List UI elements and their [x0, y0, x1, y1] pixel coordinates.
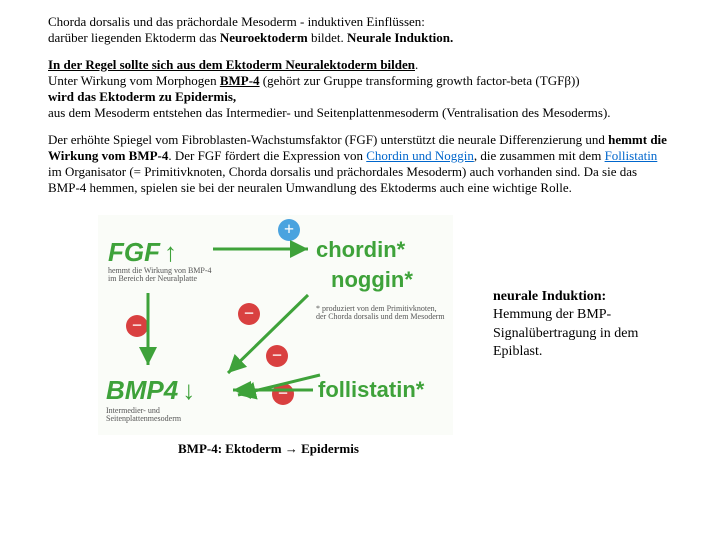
- paragraph-2: In der Regel sollte sich aus dem Ektoder…: [48, 57, 672, 122]
- signaling-diagram: FGF↑ hemmt die Wirkung von BMP-4 im Bere…: [98, 215, 453, 435]
- document-page: Chorda dorsalis und das prächordale Meso…: [0, 0, 720, 467]
- side-note: neurale Induktion: Hemmung der BMP-Signa…: [493, 288, 653, 361]
- figure-caption: BMP-4: Ektoderm → Epidermis: [178, 441, 672, 457]
- text: Epidermis: [298, 441, 359, 456]
- text: , die zusammen mit dem: [474, 148, 605, 163]
- text: bildet.: [308, 30, 347, 45]
- link-follistatin[interactable]: Follistatin: [605, 148, 658, 163]
- link-chordin-noggin[interactable]: Chordin und Noggin: [366, 148, 474, 163]
- text-bold: Neuroektoderm: [220, 30, 308, 45]
- text: . Der FGF fördert die Expression von: [168, 148, 366, 163]
- text-bold: Neurale Induktion.: [347, 30, 453, 45]
- sidenote-title: neurale Induktion:: [493, 289, 606, 304]
- text: im Organisator (= Primitivknoten, Chorda…: [48, 164, 637, 195]
- text: aus dem Mesoderm entstehen das Intermedi…: [48, 105, 611, 120]
- sidenote-body: Hemmung der BMP-Signalübertragung in dem…: [493, 307, 638, 358]
- text: BMP-4: Ektoderm: [178, 441, 285, 456]
- text-bold-underline: In der Regel sollte sich aus dem Ektoder…: [48, 57, 415, 72]
- paragraph-1: Chorda dorsalis und das prächordale Meso…: [48, 14, 672, 47]
- figure-row: FGF↑ hemmt die Wirkung von BMP-4 im Bere…: [48, 215, 672, 435]
- arrow-right-icon: →: [285, 441, 298, 456]
- text: Chorda dorsalis und das prächordale Meso…: [48, 14, 425, 29]
- text: Der erhöhte Spiegel vom Fibroblasten-Wac…: [48, 132, 608, 147]
- text-link: BMP-4: [220, 73, 260, 88]
- text: (gehört zur Gruppe transforming growth f…: [260, 73, 580, 88]
- text: Unter Wirkung vom Morphogen: [48, 73, 220, 88]
- paragraph-3: Der erhöhte Spiegel vom Fibroblasten-Wac…: [48, 132, 672, 197]
- diagram-arrows: [98, 215, 453, 435]
- text: .: [415, 57, 418, 72]
- text: darüber liegenden Ektoderm das: [48, 30, 220, 45]
- text-bold: wird das Ektoderm zu Epidermis,: [48, 89, 236, 104]
